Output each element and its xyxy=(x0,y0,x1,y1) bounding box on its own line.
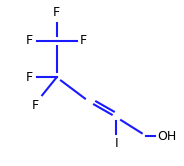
Text: OH: OH xyxy=(157,129,176,143)
Text: F: F xyxy=(31,98,38,112)
Text: F: F xyxy=(26,71,33,84)
Text: F: F xyxy=(80,34,87,47)
Text: I: I xyxy=(115,137,118,150)
Text: F: F xyxy=(26,34,33,47)
Text: F: F xyxy=(53,6,60,19)
